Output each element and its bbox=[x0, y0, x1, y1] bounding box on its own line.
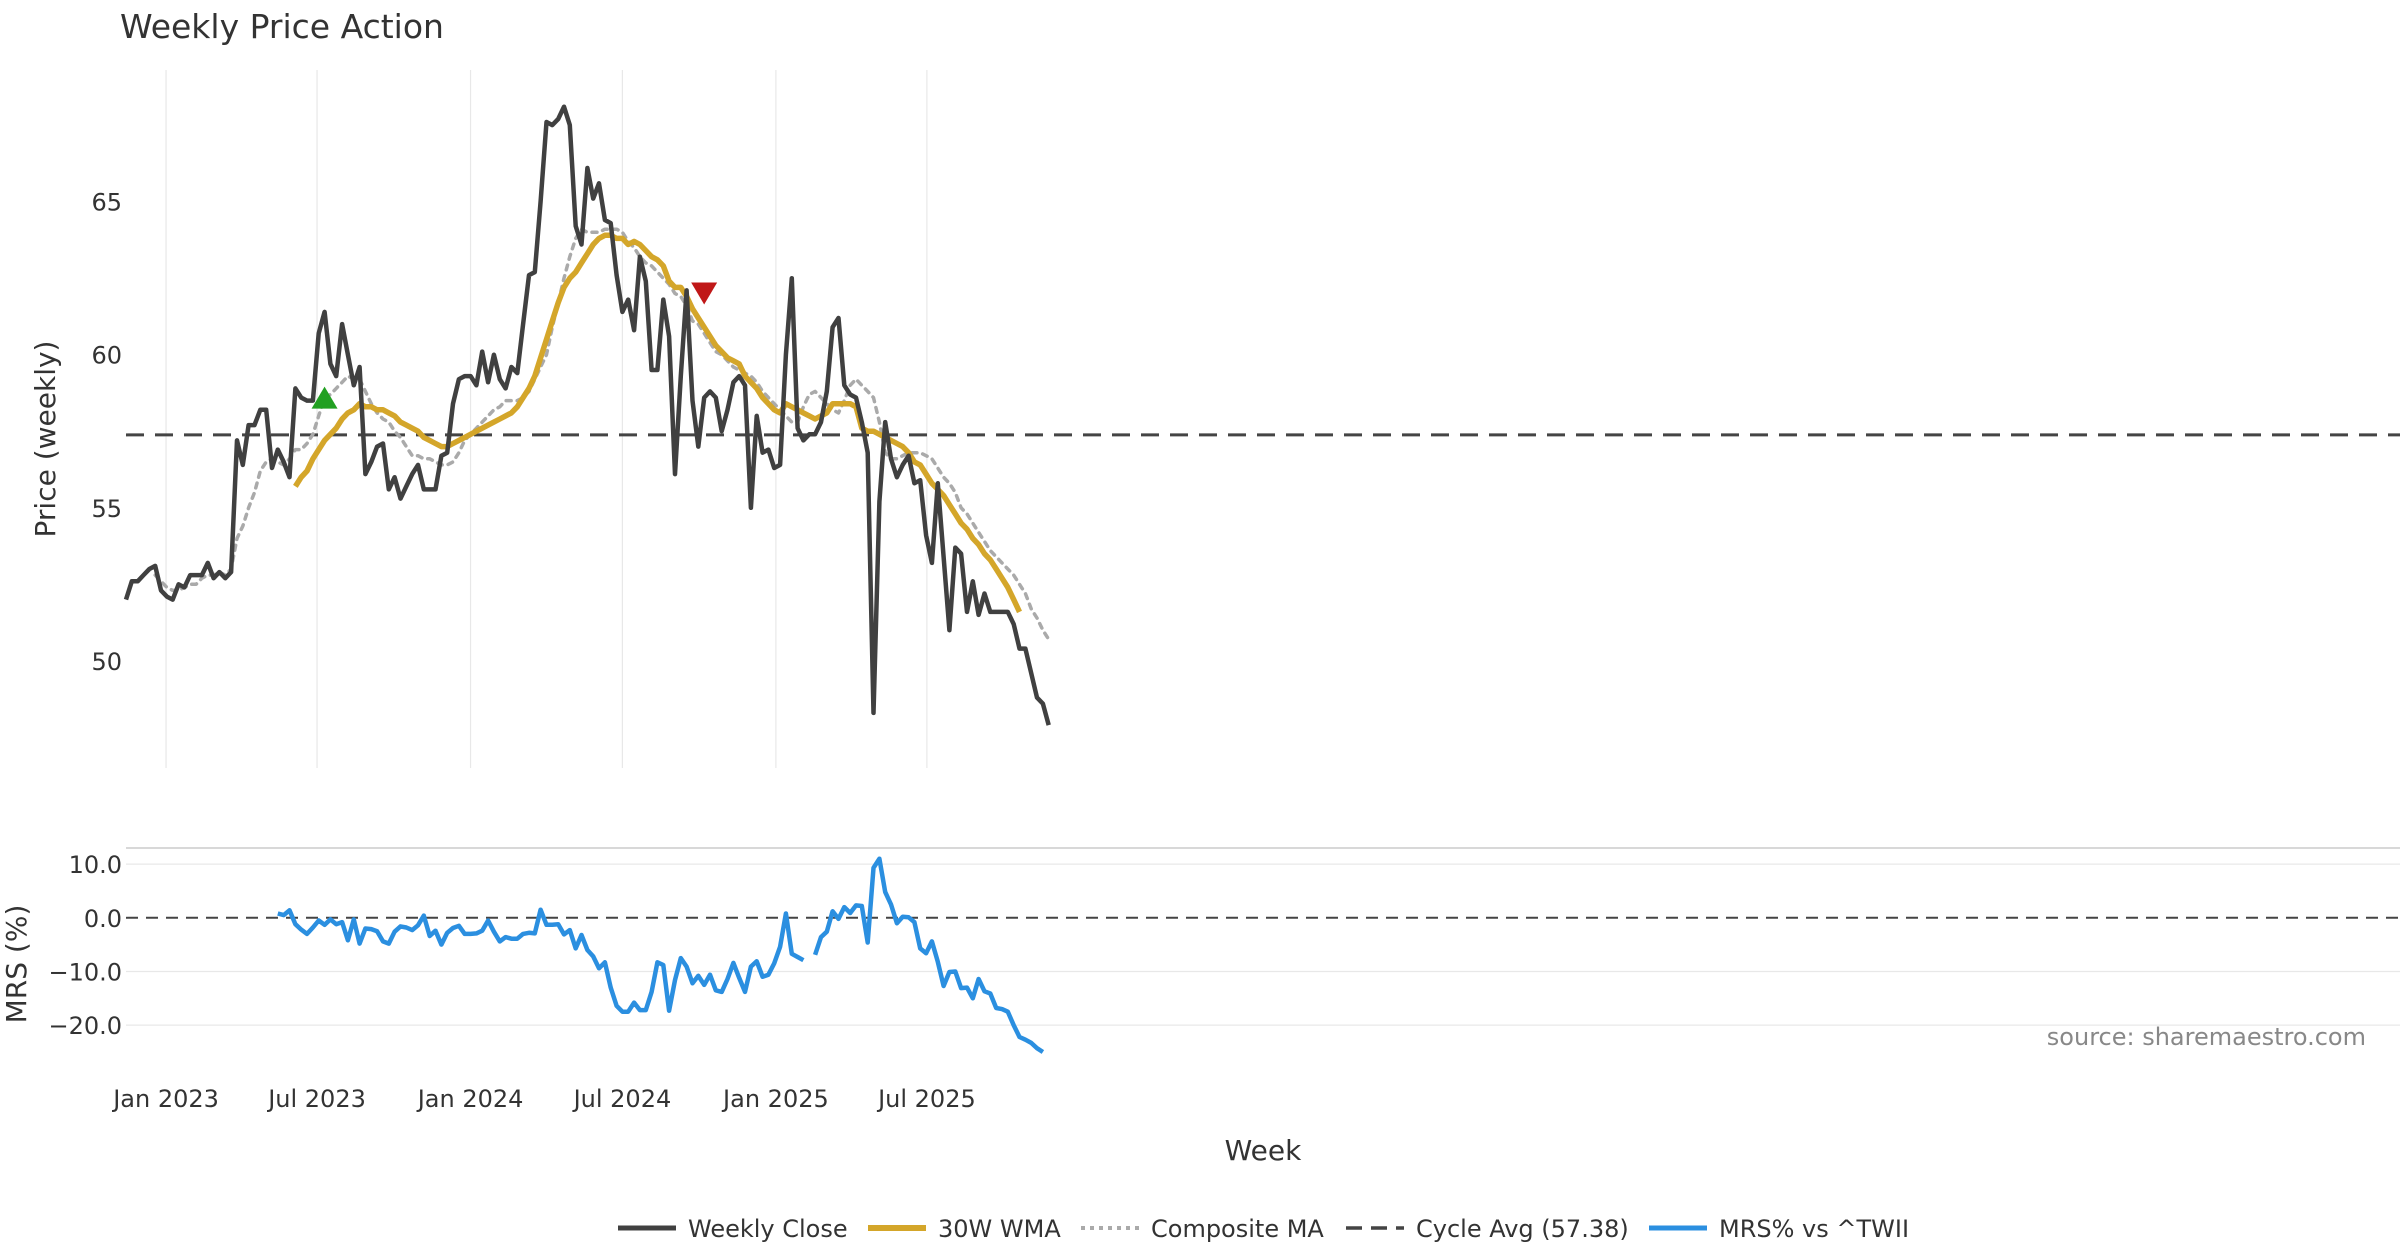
grid-lines bbox=[126, 70, 2400, 1026]
series-mrs-line bbox=[812, 856, 1045, 1054]
mrs-y-tick-label: −10.0 bbox=[48, 958, 122, 986]
series-close-line bbox=[123, 104, 1051, 726]
mrs-panel bbox=[126, 856, 2400, 1054]
price-y-tick-label: 65 bbox=[91, 189, 122, 217]
legend-label-composite: Composite MA bbox=[1151, 1215, 1324, 1243]
legend: Weekly Close 30W WMA Composite MA Cycle Avg… bbox=[618, 1215, 1909, 1243]
sell-signal-marker bbox=[691, 282, 718, 305]
legend-label-wma: 30W WMA bbox=[938, 1215, 1061, 1243]
price-y-tick-label: 55 bbox=[91, 495, 122, 523]
price-y-tick-label: 50 bbox=[91, 648, 122, 676]
axes: Jan 2023 Jul 2023 Jan 2024 Jul 2024 Jan 2025… bbox=[0, 189, 976, 1113]
legend-label-close: Weekly Close bbox=[688, 1215, 848, 1243]
x-tick-label: Jan 2024 bbox=[416, 1085, 524, 1113]
mrs-y-axis-label: MRS (%) bbox=[0, 905, 33, 1024]
price-y-tick-label: 60 bbox=[91, 342, 122, 370]
x-tick-label: Jul 2024 bbox=[572, 1085, 672, 1113]
price-y-axis-label: Price (weekly) bbox=[29, 341, 62, 538]
x-tick-label: Jan 2025 bbox=[721, 1085, 829, 1113]
x-tick-label: Jul 2025 bbox=[876, 1085, 976, 1113]
source-text: source: sharemaestro.com bbox=[2047, 1023, 2366, 1051]
series-wma-line bbox=[293, 232, 1022, 614]
mrs-y-tick-label: −20.0 bbox=[48, 1012, 122, 1040]
series-mrs-line bbox=[277, 907, 805, 1014]
series-composite-line bbox=[153, 227, 1051, 642]
price-panel bbox=[123, 104, 2400, 726]
x-tick-label: Jul 2023 bbox=[266, 1085, 366, 1113]
chart-title: Weekly Price Action bbox=[120, 7, 444, 46]
mrs-y-tick-label: 10.0 bbox=[69, 851, 122, 879]
x-axis-label: Week bbox=[1225, 1134, 1302, 1167]
x-tick-label: Jan 2023 bbox=[111, 1085, 219, 1113]
legend-label-mrs: MRS% vs ^TWII bbox=[1719, 1215, 1909, 1243]
buy-signal-marker bbox=[311, 386, 338, 409]
legend-label-cycle: Cycle Avg (57.38) bbox=[1416, 1215, 1629, 1243]
mrs-y-tick-label: 0.0 bbox=[84, 905, 122, 933]
